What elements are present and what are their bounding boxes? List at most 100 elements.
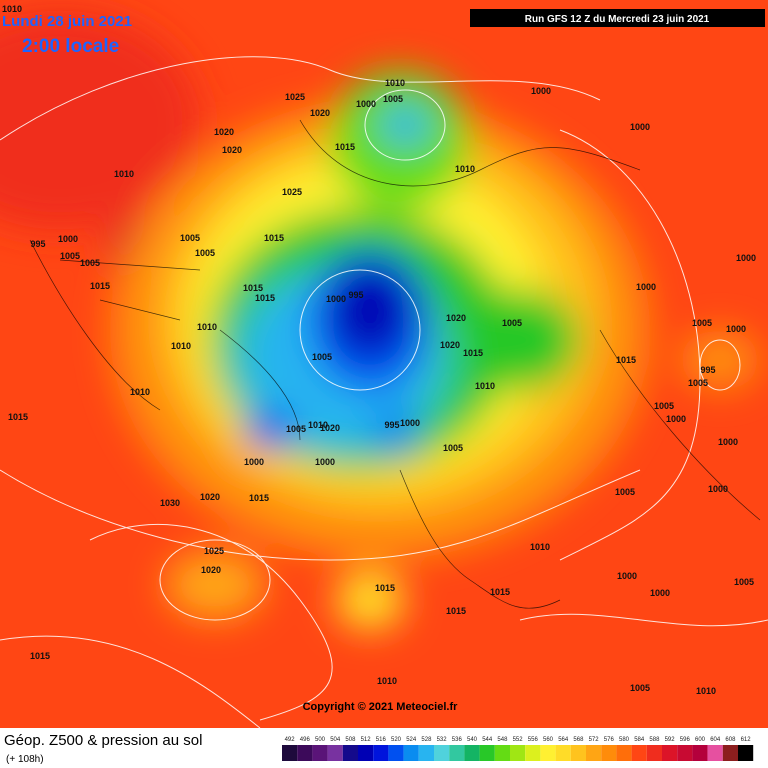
scale-tick-label: 588 (649, 737, 660, 743)
isobar-label: 1000 (666, 414, 686, 424)
scale-swatch (342, 745, 358, 761)
isobar-label: 1015 (90, 281, 110, 291)
isobar-label: 1000 (531, 86, 551, 96)
scale-tick-label: 516 (376, 737, 387, 743)
scale-tick-label: 532 (437, 737, 448, 743)
scale-tick-label: 604 (710, 737, 721, 743)
scale-tick-label: 600 (695, 737, 706, 743)
scale-swatch (570, 745, 586, 761)
scale-tick-label: 608 (725, 737, 736, 743)
isobar-label: 995 (348, 290, 363, 300)
copyright: Copyright © 2021 Meteociel.fr (303, 701, 459, 713)
isobar-label: 1010 (197, 322, 217, 332)
isobar-label: 1015 (490, 587, 510, 597)
isobar-label: 1020 (310, 108, 330, 118)
isobar-label: 1010 (455, 164, 475, 174)
scale-tick-label: 508 (345, 737, 356, 743)
scale-tick-label: 500 (315, 737, 326, 743)
scale-swatch (662, 745, 678, 761)
scale-tick-label: 496 (300, 737, 311, 743)
forecast-date: Lundi 28 juin 2021 (2, 13, 132, 30)
isobar-label: 1030 (160, 498, 180, 508)
isobar-label: 1010 (114, 169, 134, 179)
legend-subtitle: (+ 108h) (6, 754, 44, 765)
scale-swatch (403, 745, 419, 761)
isobar-label: 1025 (204, 546, 224, 556)
scale-swatch (738, 745, 754, 761)
isobar-label: 1000 (356, 99, 376, 109)
scale-tick-label: 584 (634, 737, 645, 743)
scale-swatch (312, 745, 328, 761)
scale-tick-label: 596 (680, 737, 691, 743)
scale-tick-label: 504 (330, 737, 341, 743)
isobar-label: 1005 (286, 424, 306, 434)
scale-swatch (677, 745, 693, 761)
scale-tick-label: 536 (452, 737, 463, 743)
scale-swatch (555, 745, 571, 761)
isobar-label: 1010 (130, 387, 150, 397)
isobar-label: 1015 (8, 412, 28, 422)
isobar-label: 1005 (443, 443, 463, 453)
isobar-label: 1020 (200, 492, 220, 502)
scale-tick-label: 564 (558, 737, 569, 743)
scale-swatch (525, 745, 541, 761)
isobar-label: 1005 (630, 683, 650, 693)
isobar-label: 1015 (264, 233, 284, 243)
isobar-label: 995 (700, 365, 715, 375)
isobar-label: 1005 (312, 352, 332, 362)
scale-swatch (479, 745, 495, 761)
scale-tick-label: 492 (285, 737, 296, 743)
isobar-label: 1015 (249, 493, 269, 503)
isobar-label: 1015 (616, 355, 636, 365)
isobar-label: 1015 (375, 583, 395, 593)
scale-swatch (540, 745, 556, 761)
isobar-label: 1010 (171, 341, 191, 351)
scale-tick-label: 552 (513, 737, 524, 743)
isobar-label: 1005 (692, 318, 712, 328)
scale-tick-label: 576 (604, 737, 615, 743)
scale-tick-label: 512 (361, 737, 372, 743)
isobar-label: 1015 (243, 283, 263, 293)
isobar-label: 1005 (60, 251, 80, 261)
isobar-label: 1005 (180, 233, 200, 243)
isobar-label: 1010 (377, 676, 397, 686)
scale-swatch (586, 745, 602, 761)
scale-tick-label: 580 (619, 737, 630, 743)
scale-swatch (434, 745, 450, 761)
isobar-label: 1000 (650, 588, 670, 598)
isobar-label: 1025 (282, 187, 302, 197)
scale-swatch (388, 745, 404, 761)
isobar-label: 1010 (385, 78, 405, 88)
scale-swatch (494, 745, 510, 761)
scale-tick-label: 528 (421, 737, 432, 743)
scale-swatch (692, 745, 708, 761)
isobar-label: 1000 (326, 294, 346, 304)
isobar-label: 1015 (446, 606, 466, 616)
scale-swatch (707, 745, 723, 761)
isobar-label: 1015 (30, 651, 50, 661)
scale-swatch (616, 745, 632, 761)
scale-tick-label: 568 (573, 737, 584, 743)
color-scale: 492 496 500 504 508 512 516 520 524 528 532 536 540 5… (282, 737, 754, 761)
run-info: Run GFS 12 Z du Mercredi 23 juin 2021 (525, 14, 710, 25)
isobar-label: 1000 (718, 437, 738, 447)
isobar-label: 1015 (463, 348, 483, 358)
scale-tick-label: 612 (741, 737, 752, 743)
isobar-label: 1000 (315, 457, 335, 467)
scale-tick-label: 524 (406, 737, 417, 743)
map-field (0, 0, 768, 729)
isobar-label: 1020 (214, 127, 234, 137)
scale-swatch (327, 745, 343, 761)
scale-tick-label: 540 (467, 737, 478, 743)
isobar-label: 995 (384, 420, 399, 430)
isobar-label: 1005 (502, 318, 522, 328)
forecast-time: 2:00 locale (22, 36, 119, 57)
scale-tick-label: 560 (543, 737, 554, 743)
isobar-label: 1010 (696, 686, 716, 696)
isobar-label: 1010 (475, 381, 495, 391)
isobar-label: 1015 (335, 142, 355, 152)
scale-swatch (631, 745, 647, 761)
isobar-label: 1005 (654, 401, 674, 411)
scale-swatch (358, 745, 374, 761)
